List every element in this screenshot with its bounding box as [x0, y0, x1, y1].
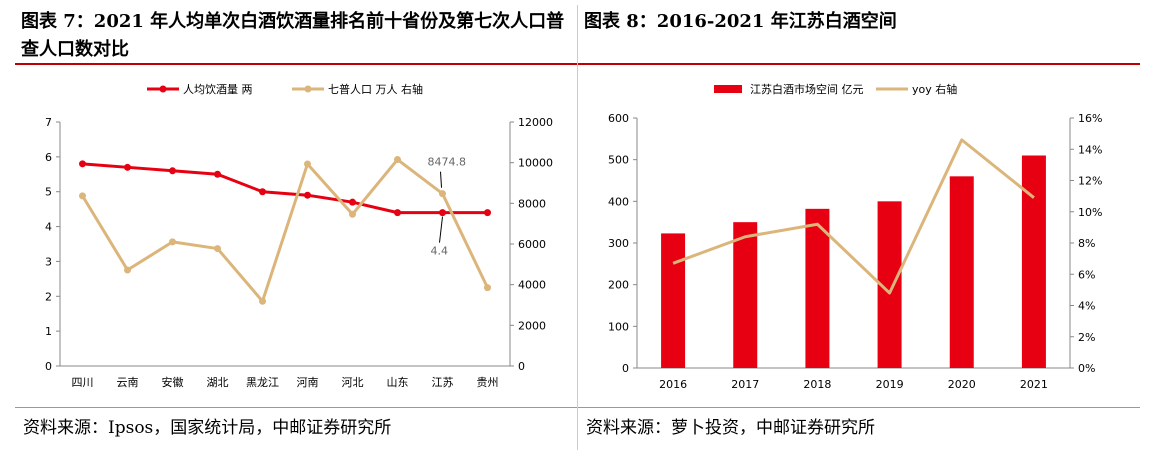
y-tick-label: 2	[45, 290, 52, 303]
x-tick-label: 贵州	[477, 376, 499, 389]
y2-tick-label: 6000	[518, 238, 546, 251]
y2-tick-label: 12000	[518, 116, 553, 129]
data-point	[394, 209, 401, 217]
right-source: 资料来源：萝卜投资，中邮证券研究所	[578, 407, 1140, 451]
data-point	[439, 190, 446, 198]
x-tick-label: 2021	[1020, 378, 1048, 391]
y-tick-label: 600	[608, 112, 629, 125]
y2-tick-label: 4000	[518, 279, 546, 292]
left-chart: 0 1 2 3 4 5 6 7 0 2000 4000 6000 8000 10000 12000 四川 云南 安…	[45, 82, 553, 389]
legend-label: yoy 右轴	[912, 82, 957, 96]
right-chart: 0 100 200 300 400 500 600 0% 2% 4% 6% 8% 10% 12% 14% 16…	[608, 82, 1102, 391]
y2-tick-label: 2%	[1078, 331, 1095, 344]
annotation-leader	[440, 171, 442, 188]
data-point	[259, 297, 266, 305]
x-tick-label: 2017	[731, 378, 759, 391]
data-point	[79, 192, 86, 200]
y-tick-label: 7	[45, 116, 52, 129]
x-tick-label: 江苏	[432, 376, 454, 389]
y-tick-label: 0	[45, 360, 52, 373]
data-point	[304, 160, 311, 168]
y-tick-label: 4	[45, 221, 52, 234]
x-tick-label: 云南	[117, 376, 139, 389]
x-tick-label: 2020	[948, 378, 976, 391]
y2-tick-label: 2000	[518, 319, 546, 332]
y2-tick-label: 0	[518, 360, 525, 373]
series-line	[672, 138, 1035, 295]
data-point	[169, 167, 176, 175]
annotation-leader	[439, 216, 443, 243]
data-point	[484, 284, 491, 292]
x-tick-label: 安徽	[162, 375, 184, 389]
data-point	[259, 188, 266, 196]
data-point	[349, 210, 356, 218]
data-point	[214, 170, 221, 178]
y-tick-label: 0	[622, 362, 629, 375]
x-tick-label: 四川	[72, 376, 94, 389]
x-tick-label: 河南	[297, 376, 319, 389]
y2-tick-label: 0%	[1078, 362, 1095, 375]
y-tick-label: 500	[608, 154, 629, 167]
left-panel: 图表 7：2021 年人均单次白酒饮酒量排名前十省份及第七次人口普查人口数对比 …	[15, 5, 578, 450]
annotation-label: 4.4	[431, 245, 449, 258]
x-tick-label: 河北	[342, 376, 364, 389]
x-tick-label: 2016	[659, 378, 687, 391]
y-tick-label: 5	[45, 186, 52, 199]
bar	[661, 233, 686, 368]
data-point	[349, 198, 356, 206]
data-point	[214, 245, 221, 253]
y2-tick-label: 16%	[1078, 112, 1102, 125]
y2-tick-label: 6%	[1078, 268, 1095, 281]
y-tick-label: 100	[608, 320, 629, 333]
y2-tick-label: 4%	[1078, 300, 1095, 313]
x-tick-label: 湖北	[207, 376, 229, 389]
y-tick-label: 300	[608, 237, 629, 250]
bar	[733, 222, 758, 368]
y2-tick-label: 10%	[1078, 206, 1102, 219]
y2-tick-label: 8000	[518, 197, 546, 210]
data-point	[304, 191, 311, 199]
legend-label: 七普人口 万人 右轴	[328, 82, 423, 96]
series-line	[81, 158, 489, 303]
y2-tick-label: 10000	[518, 157, 553, 170]
y-tick-label: 3	[45, 255, 52, 268]
left-source: 资料来源：Ipsos，国家统计局，中邮证券研究所	[15, 407, 577, 451]
y2-tick-label: 14%	[1078, 143, 1102, 156]
annotation-label: 8474.8	[428, 156, 467, 169]
x-tick-label: 黑龙江	[246, 376, 279, 389]
y2-tick-label: 12%	[1078, 175, 1102, 188]
data-point	[484, 209, 491, 217]
bar	[949, 176, 974, 368]
bar	[1021, 155, 1046, 368]
x-tick-label: 2018	[803, 378, 831, 391]
right-panel: 图表 8：2016-2021 年江苏白酒空间 0 100 200 300 400 500 6…	[578, 5, 1140, 450]
left-chart-title: 图表 7：2021 年人均单次白酒饮酒量排名前十省份及第七次人口普查人口数对比	[15, 5, 577, 65]
x-tick-label: 山东	[387, 376, 409, 389]
legend-label: 江苏白酒市场空间 亿元	[750, 82, 864, 96]
legend-marker	[304, 85, 312, 93]
data-point	[394, 156, 401, 164]
data-point	[124, 266, 131, 274]
y-tick-label: 6	[45, 151, 52, 164]
legend-swatch	[714, 85, 742, 93]
series-line	[82, 162, 488, 215]
bar	[805, 208, 830, 368]
legend-label: 人均饮酒量 两	[183, 83, 253, 96]
data-point	[439, 209, 446, 217]
y-tick-label: 200	[608, 279, 629, 292]
right-chart-title: 图表 8：2016-2021 年江苏白酒空间	[578, 5, 1140, 65]
x-tick-label: 2019	[876, 378, 904, 391]
legend-marker	[159, 85, 167, 93]
data-point	[79, 160, 86, 168]
data-point	[124, 163, 131, 171]
data-point	[169, 238, 176, 246]
y2-tick-label: 8%	[1078, 237, 1095, 250]
y-tick-label: 400	[608, 195, 629, 208]
y-tick-label: 1	[45, 325, 52, 338]
